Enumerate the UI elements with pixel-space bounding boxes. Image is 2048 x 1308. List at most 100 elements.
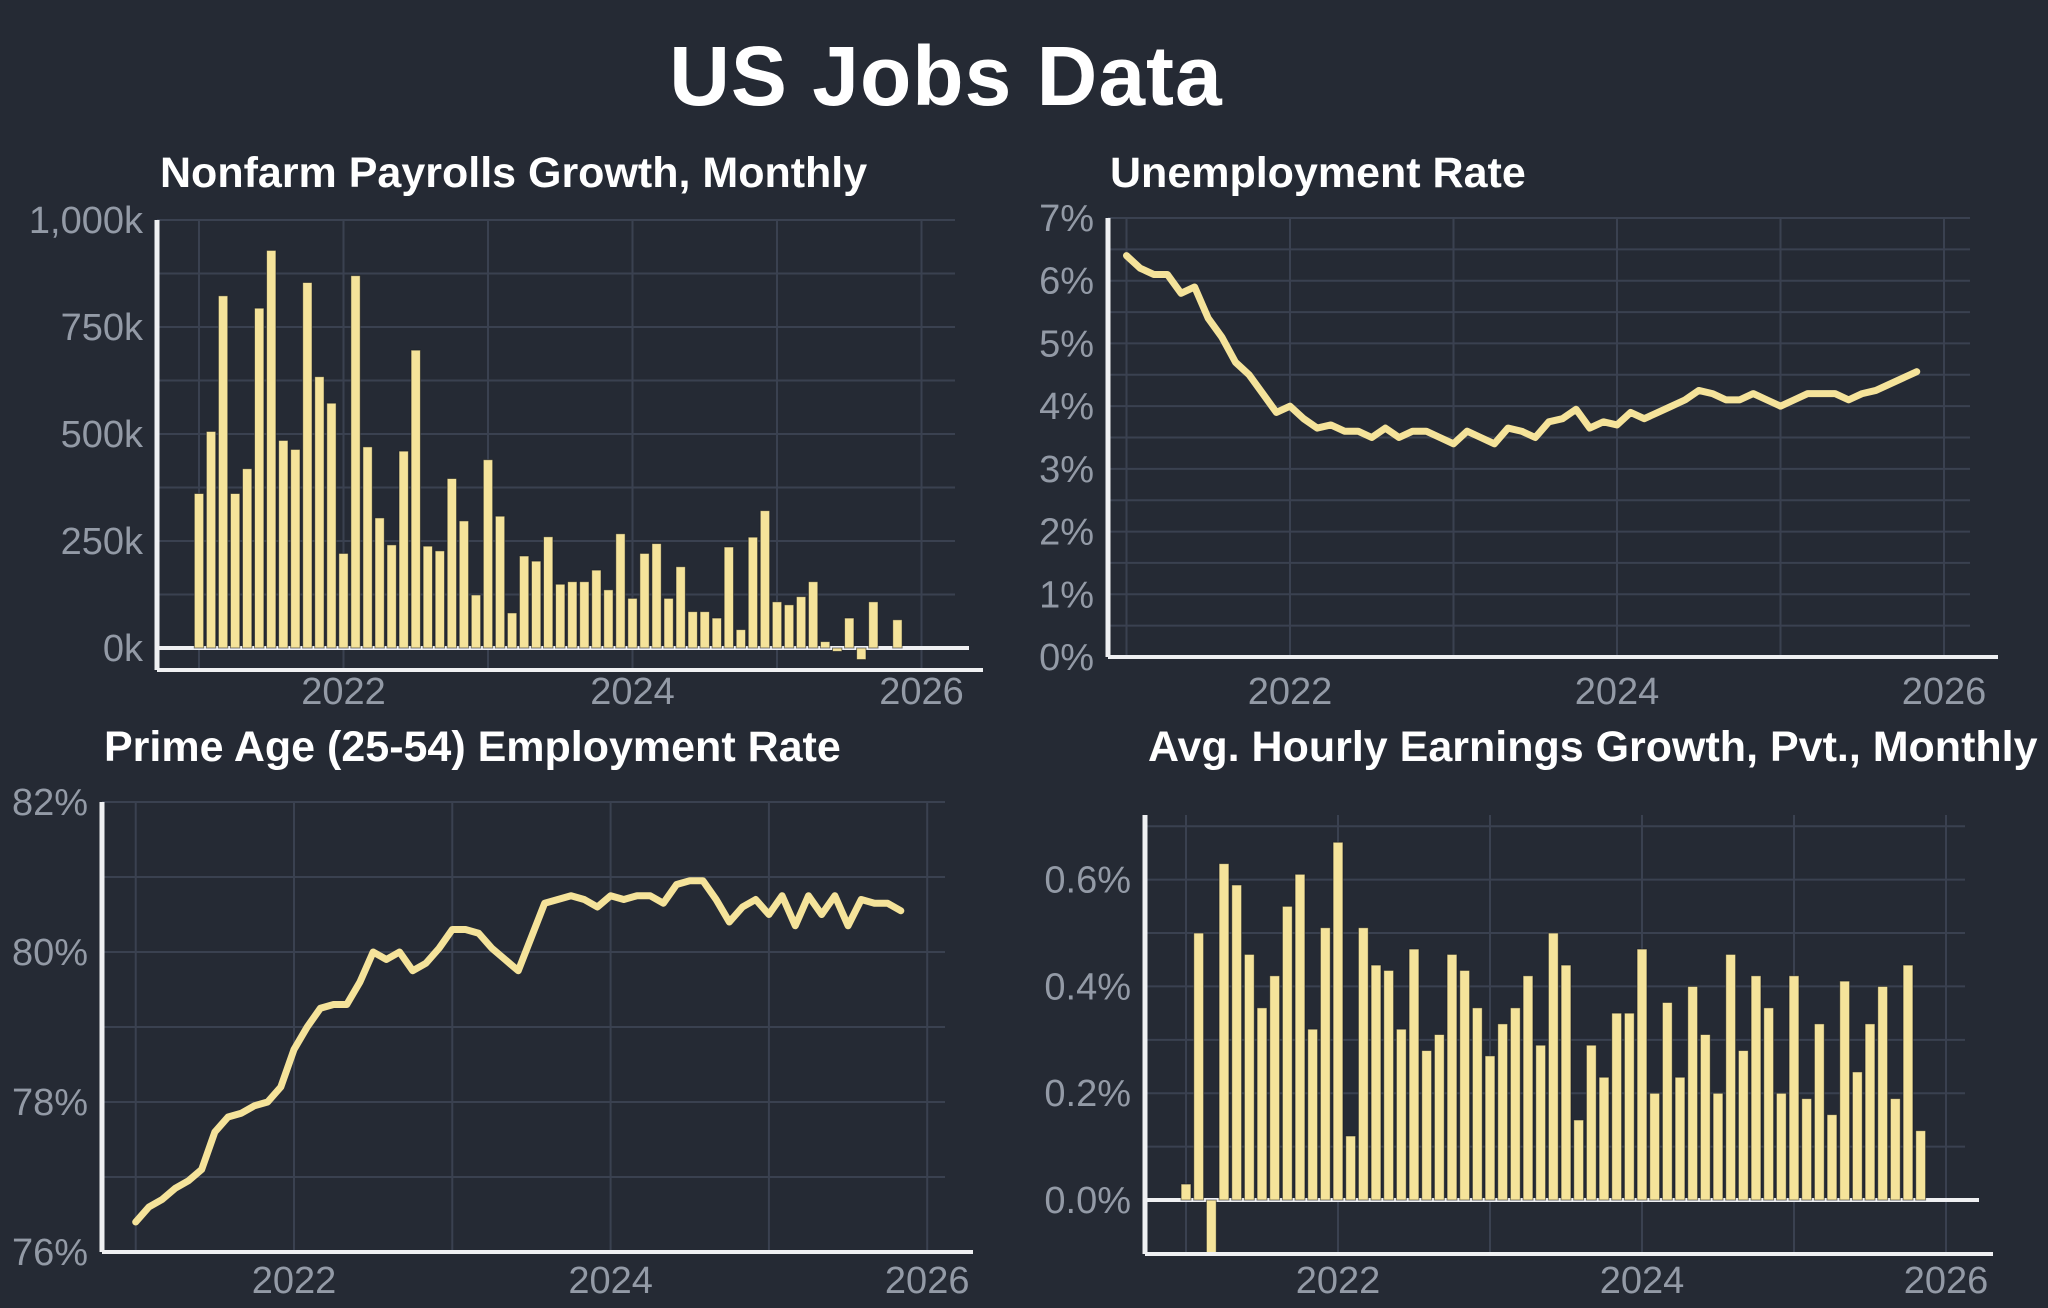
bar <box>687 611 698 649</box>
x-tick-label: 2026 <box>879 671 964 713</box>
series-line <box>1123 252 1921 448</box>
bar <box>555 583 566 649</box>
y-tick-label: 250k <box>61 521 144 563</box>
bar <box>410 349 421 649</box>
bar <box>699 611 710 649</box>
bar <box>892 619 903 649</box>
bar-series <box>1180 841 1927 1255</box>
bar <box>494 515 506 649</box>
bar <box>579 581 590 649</box>
bar <box>819 641 831 649</box>
bar <box>1712 1092 1724 1201</box>
bar <box>832 647 843 652</box>
bar <box>856 647 867 661</box>
bar <box>543 536 554 649</box>
bar <box>1801 1098 1813 1201</box>
hourly-earnings-plot: 0.0% 0.2% 0.4% 0.6% 2022 2024 2026 <box>1044 815 1993 1302</box>
y-tick-label: 4% <box>1039 386 1094 428</box>
bar <box>326 402 337 649</box>
bar <box>1421 1050 1433 1201</box>
x-tick-label: 2026 <box>1904 1260 1989 1302</box>
bar <box>1877 985 1889 1201</box>
bar <box>1433 1034 1445 1201</box>
bar <box>663 597 674 649</box>
bar <box>398 450 409 649</box>
y-tick-label: 6% <box>1039 261 1094 303</box>
x-tick-label: 2026 <box>1902 671 1987 713</box>
chart-title-prime-age-employment: Prime Age (25-54) Employment Rate <box>104 723 841 771</box>
bar <box>1193 932 1205 1201</box>
bar <box>217 295 229 649</box>
bar <box>254 307 265 649</box>
bar <box>675 566 686 649</box>
bar <box>868 601 879 649</box>
bar <box>567 581 578 649</box>
series-line <box>132 877 905 1226</box>
bar <box>1750 975 1762 1201</box>
y-tick-label: 0.2% <box>1044 1073 1131 1115</box>
bar <box>302 281 313 649</box>
x-tick-label: 2022 <box>301 671 386 713</box>
bar <box>350 275 361 649</box>
bar <box>386 544 397 649</box>
bar <box>1864 1023 1876 1201</box>
bar <box>314 376 325 649</box>
bar <box>229 492 241 649</box>
y-tick-label: 0.4% <box>1044 966 1131 1008</box>
bar <box>290 448 301 649</box>
bar <box>627 597 638 649</box>
bar-series <box>193 249 903 661</box>
bar <box>1243 953 1255 1201</box>
bar <box>1775 1092 1787 1201</box>
bar <box>1687 985 1699 1201</box>
bar <box>470 594 482 649</box>
bar <box>1813 1023 1825 1201</box>
bar <box>1205 1199 1217 1255</box>
bar <box>591 569 602 649</box>
y-tick-label: 2% <box>1039 512 1094 554</box>
bar <box>1851 1071 1863 1201</box>
bar <box>1269 975 1281 1201</box>
bar <box>1509 1007 1521 1201</box>
bar <box>1332 841 1344 1201</box>
bar <box>1370 964 1382 1201</box>
bar <box>759 510 771 649</box>
bar <box>1699 1034 1711 1201</box>
bar <box>1560 964 1572 1201</box>
unemployment-rate-plot: 0% 1% 2% 3% 4% 5% 6% 7% 2022 2024 2026 <box>1039 198 1998 713</box>
bar <box>1636 948 1648 1201</box>
bar <box>1915 1130 1927 1201</box>
y-tick-label: 76% <box>12 1232 88 1274</box>
bar <box>1522 975 1534 1201</box>
bar <box>1725 953 1737 1201</box>
bar <box>1484 1055 1496 1201</box>
bar <box>1256 1007 1268 1201</box>
bar <box>1788 975 1800 1201</box>
bar <box>1281 905 1293 1201</box>
bar <box>1839 980 1851 1201</box>
bar <box>1357 927 1369 1201</box>
bar <box>651 543 662 649</box>
bar <box>783 604 795 649</box>
bar <box>1218 863 1230 1201</box>
chart-title-unemployment-rate: Unemployment Rate <box>1110 149 1526 197</box>
bar <box>193 492 205 649</box>
bar <box>1611 1012 1623 1201</box>
bar <box>1737 1050 1749 1201</box>
x-tick-label: 2024 <box>590 671 675 713</box>
y-tick-label: 1% <box>1039 574 1094 616</box>
bar <box>1345 1135 1357 1201</box>
bar <box>735 629 747 649</box>
bar <box>1763 1007 1775 1201</box>
bar <box>1497 1023 1509 1201</box>
chart-panel-nonfarm-payrolls: 0k 250k 500k 750k 1,000k 2022 2024 2026 Nonfarm… <box>0 100 1024 716</box>
bar <box>807 581 819 649</box>
bar <box>723 546 735 649</box>
bar <box>362 446 373 649</box>
y-tick-label: 5% <box>1039 323 1094 365</box>
bar <box>1623 1012 1635 1201</box>
bar <box>747 536 759 649</box>
y-tick-label: 750k <box>61 307 144 349</box>
x-tick-label: 2022 <box>1296 1260 1381 1302</box>
bar <box>1319 927 1331 1201</box>
